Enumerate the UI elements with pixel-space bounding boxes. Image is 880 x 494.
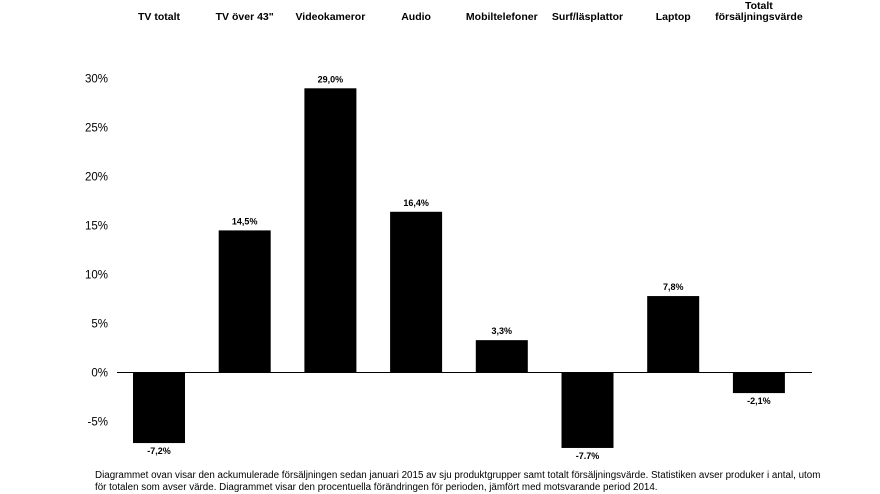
category-label: Totalt [745, 0, 773, 12]
category-label: försäljningsvärde [715, 11, 803, 23]
category-label: Laptop [656, 11, 691, 23]
y-tick-label: -5% [88, 417, 108, 429]
y-axis-tick-labels: 30% 25% 20% 15% 10% 5% 0% -5% [85, 74, 108, 429]
y-tick-label: 20% [85, 172, 108, 184]
category-label: TV över 43" [216, 11, 274, 23]
bar [218, 230, 271, 373]
bar [647, 296, 700, 373]
data-label: 3,3% [492, 326, 513, 336]
y-tick-label: 10% [85, 270, 108, 282]
chart-caption: Diagrammet ovan visar den ackumulerade f… [95, 470, 875, 493]
caption-line-2: för totalen som avser värde. Diagrammet … [95, 481, 658, 493]
y-tick-label: 25% [85, 123, 108, 135]
data-label: -7.7% [576, 451, 600, 461]
data-label: 16,4% [403, 198, 429, 208]
y-tick-label: 0% [91, 368, 108, 380]
bar [475, 340, 528, 373]
data-labels: -7,2% 14,5% 29,0% 16,4% 3,3% -7.7% 7,8% -2,1% [147, 74, 770, 461]
bars [133, 88, 785, 448]
data-label: 14,5% [232, 216, 258, 226]
bar [304, 88, 357, 373]
data-label: -2,1% [747, 396, 771, 406]
y-tick-label: 30% [85, 74, 108, 86]
bar [561, 372, 614, 448]
data-label: -7,2% [147, 446, 171, 456]
category-labels: TV totalt TV över 43" Videokameror Audio Mob… [138, 0, 803, 23]
bar [133, 372, 185, 444]
category-label: Videokameror [295, 11, 365, 23]
y-tick-label: 5% [91, 319, 108, 331]
data-label: 29,0% [318, 74, 344, 84]
category-label: Mobiltelefoner [466, 11, 538, 23]
category-label: Surf/läsplattor [552, 11, 623, 23]
category-label: TV totalt [138, 11, 180, 23]
y-tick-label: 15% [85, 221, 108, 233]
bar [390, 211, 443, 373]
category-label: Audio [401, 11, 431, 23]
caption-line-1: Diagrammet ovan visar den ackumulerade f… [95, 470, 821, 481]
data-label: 7,8% [663, 282, 684, 292]
bar [732, 372, 785, 394]
